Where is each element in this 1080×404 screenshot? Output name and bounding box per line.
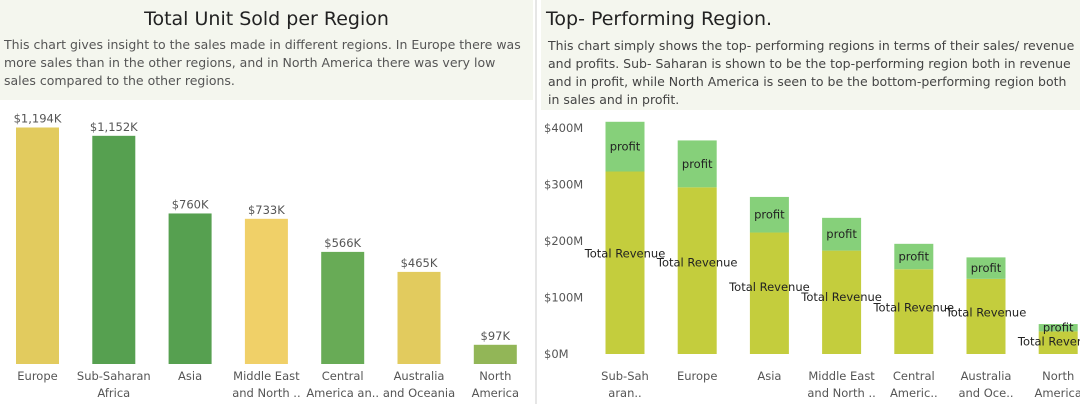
y-tick-label-1: $100M	[544, 291, 583, 305]
x-tick-label-6-1: America	[1034, 386, 1080, 400]
y-tick-label-0: $0M	[544, 347, 569, 361]
profit-segment-label-6: profit	[1043, 321, 1074, 335]
revenue-bar-6	[1038, 331, 1078, 354]
bar-value-label-4: $566K	[324, 236, 361, 250]
y-tick-label-3: $300M	[544, 178, 583, 192]
left-header: Total Unit Sold per Region This chart gi…	[0, 0, 533, 100]
revenue-bar-1	[677, 187, 717, 354]
bar-2	[168, 213, 212, 364]
profit-segment-label-3: profit	[826, 227, 857, 241]
bar-0	[16, 127, 59, 364]
x-tick-label-3-0: Middle East	[233, 369, 300, 383]
revenue-bar-0	[605, 171, 645, 354]
y-tick-label-4: $400M	[544, 121, 583, 135]
revenue-segment-label-6: Total Revenue	[1017, 335, 1080, 349]
profit-segment-label-0: profit	[610, 140, 641, 154]
right-panel: Top- Performing Region. This chart simpl…	[541, 0, 1080, 404]
x-tick-label-5-1: and Oce..	[958, 386, 1013, 400]
profit-bar-5	[966, 257, 1006, 279]
right-chart-description: This chart simply shows the top- perform…	[548, 38, 1075, 107]
x-tick-label-0-1: aran..	[608, 386, 641, 400]
bar-value-label-6: $97K	[481, 329, 511, 343]
left-chart-description: This chart gives insight to the sales ma…	[4, 37, 521, 88]
revenue-bar-4	[894, 269, 934, 354]
profit-bar-2	[749, 196, 789, 233]
x-tick-label-4-0: Central	[893, 369, 935, 383]
x-tick-label-6-0: North	[479, 369, 511, 383]
revenue-segment-label-4: Total Revenue	[872, 300, 954, 314]
x-tick-label-6-1: America	[472, 386, 519, 400]
x-tick-label-3-1: and North ..	[807, 386, 875, 400]
x-tick-label-1-0: Europe	[677, 369, 717, 383]
bar-value-label-2: $760K	[172, 197, 209, 211]
bar-value-label-5: $465K	[401, 256, 438, 270]
x-tick-label-5-1: and Oceania	[383, 386, 455, 400]
profit-segment-label-5: profit	[971, 261, 1002, 275]
x-tick-label-5-0: Australia	[961, 369, 1012, 383]
revenue-segment-label-1: Total Revenue	[656, 255, 738, 269]
revenue-segment-label-2: Total Revenue	[728, 280, 810, 294]
x-tick-label-1-0: Sub-Saharan	[77, 369, 151, 383]
x-tick-label-4-0: Central	[322, 369, 364, 383]
bar-value-label-1: $1,152K	[90, 120, 138, 134]
bar-value-label-3: $733K	[248, 203, 285, 217]
right-chart-title: Top- Performing Region.	[546, 8, 773, 30]
profit-segment-label-2: profit	[754, 208, 785, 222]
units-sold-bar-chart: $1,194K Europe $1,152K Sub-Saharan Africa $76…	[14, 112, 519, 401]
bar-5	[397, 271, 441, 364]
bar-6	[473, 344, 517, 364]
x-tick-label-1-1: Africa	[97, 386, 130, 400]
profit-bar-1	[677, 140, 717, 188]
x-tick-label-2-0: Asia	[178, 369, 202, 383]
right-header: Top- Performing Region. This chart simpl…	[541, 0, 1080, 110]
bar-value-label-0: $1,194K	[14, 112, 62, 126]
profit-bar-3	[822, 217, 862, 251]
revenue-segment-label-5: Total Revenue	[945, 306, 1027, 320]
profit-bar-0	[605, 121, 645, 172]
x-tick-label-4-1: Americ..	[890, 386, 938, 400]
revenue-segment-label-0: Total Revenue	[584, 247, 666, 261]
x-tick-label-3-1: and North ..	[232, 386, 300, 400]
revenue-bar-2	[749, 232, 789, 354]
profit-segment-label-1: profit	[682, 157, 713, 171]
y-tick-label-2: $200M	[544, 234, 583, 248]
x-tick-label-4-1: America an..	[306, 386, 379, 400]
profit-bar-4	[894, 243, 934, 270]
x-tick-label-5-0: Australia	[394, 369, 445, 383]
x-tick-label-3-0: Middle East	[808, 369, 875, 383]
bar-3	[244, 218, 288, 364]
profit-bar-6	[1038, 324, 1078, 332]
x-tick-label-2-0: Asia	[757, 369, 781, 383]
revenue-segment-label-3: Total Revenue	[800, 290, 882, 304]
bar-4	[321, 251, 365, 364]
left-panel: Total Unit Sold per Region This chart gi…	[0, 0, 533, 404]
panel-divider	[535, 0, 537, 404]
revenue-bar-3	[822, 250, 862, 354]
revenue-bar-5	[966, 278, 1006, 354]
x-tick-label-0-0: Sub-Sah	[601, 369, 649, 383]
bar-1	[92, 135, 136, 364]
left-chart-title: Total Unit Sold per Region	[144, 8, 389, 30]
x-tick-label-0-0: Europe	[17, 369, 57, 383]
profit-segment-label-4: profit	[899, 250, 930, 264]
x-tick-label-6-0: North	[1042, 369, 1074, 383]
